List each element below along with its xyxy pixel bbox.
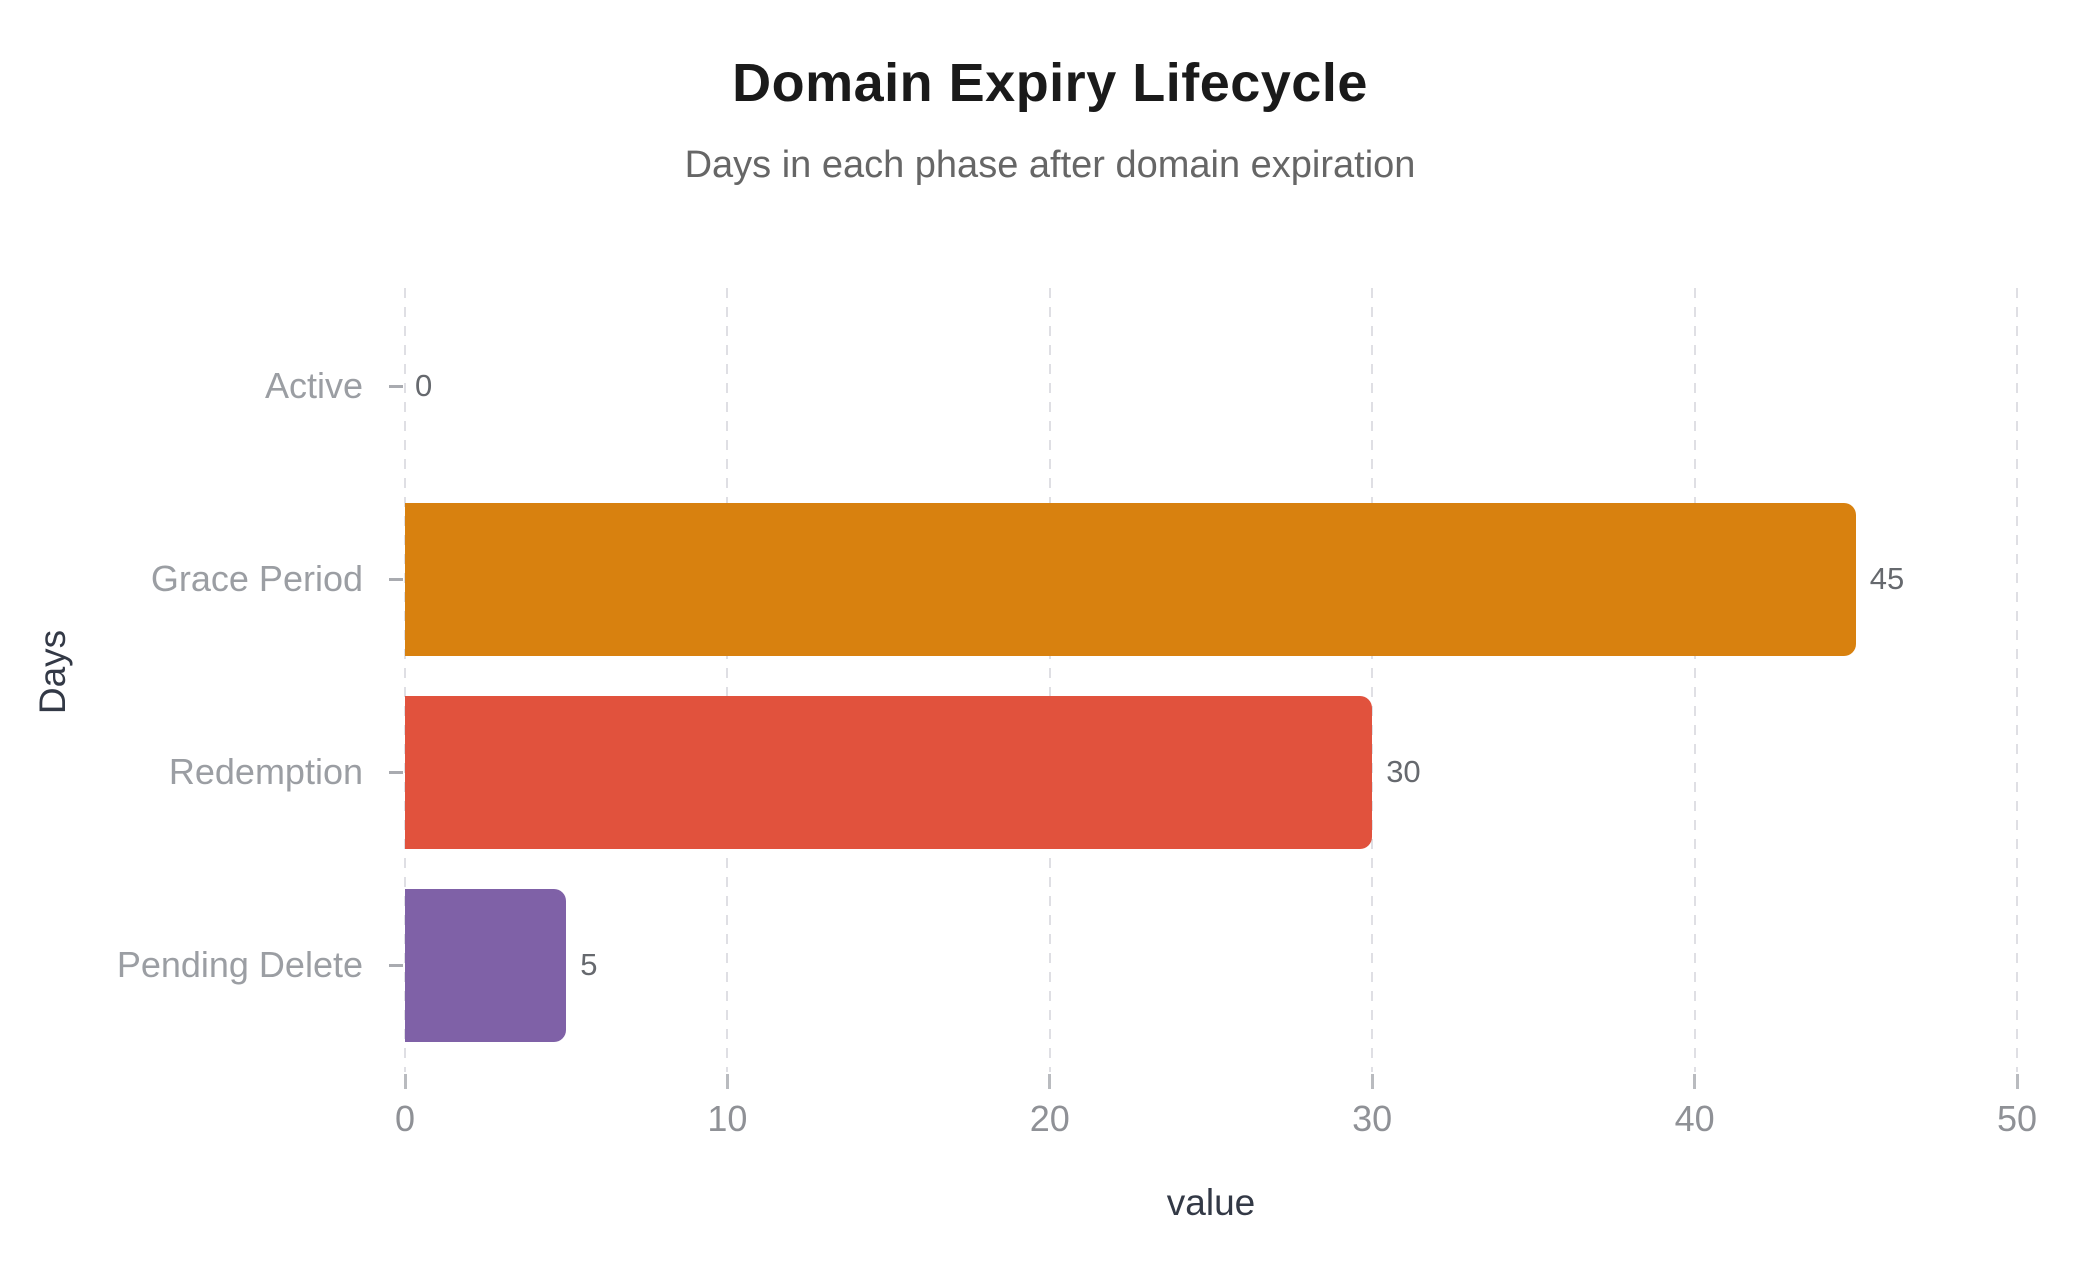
gridline-x-30 <box>1371 288 1374 1072</box>
x-axis: 0 10 20 30 40 50 <box>395 1072 2037 1192</box>
gridline-x-0 <box>404 288 406 1072</box>
chart-title: Domain Expiry Lifecycle <box>732 53 1368 113</box>
bar-value-label-grace-period: 45 <box>1869 561 1905 596</box>
x-tick-mark-40 <box>1693 1074 1697 1089</box>
bar-value-label-redemption: 30 <box>1386 754 1421 789</box>
plot-area: 0 45 30 5 <box>404 288 2018 1072</box>
bar-redemption <box>405 695 1373 849</box>
x-tick-label-30: 30 <box>1352 1098 1393 1139</box>
x-tick-mark-50 <box>2015 1074 2019 1089</box>
x-tick-mark-30 <box>1370 1074 1374 1089</box>
y-tick-mark-pending-delete <box>389 963 403 967</box>
x-tick-mark-20 <box>1048 1074 1052 1089</box>
gridline-x-40 <box>1693 288 1696 1072</box>
x-tick-label-20: 20 <box>1029 1098 1070 1139</box>
bar-value-label-active: 0 <box>415 368 433 403</box>
y-tick-mark-active <box>389 384 403 388</box>
category-label-active: Active <box>264 365 363 406</box>
y-tick-mark-redemption <box>389 770 403 774</box>
y-axis-category-labels: Active Grace Period Redemption Pending Dele… <box>0 288 403 1072</box>
x-tick-label-10: 10 <box>707 1098 748 1139</box>
bar-grace-period <box>405 502 1856 656</box>
gridline-x-20 <box>1048 288 1051 1072</box>
chart-subtitle: Days in each phase after domain expirati… <box>684 144 1416 186</box>
gridline-x-10 <box>726 288 729 1072</box>
gridline-x-50 <box>2016 288 2018 1072</box>
category-label-redemption: Redemption <box>168 751 363 792</box>
x-tick-mark-10 <box>725 1074 729 1089</box>
category-label-pending-delete: Pending Delete <box>116 944 363 985</box>
x-tick-label-40: 40 <box>1674 1098 1715 1139</box>
y-tick-mark-grace-period <box>389 577 403 581</box>
category-label-grace-period: Grace Period <box>150 558 363 599</box>
bar-value-label-pending-delete: 5 <box>580 947 598 982</box>
x-tick-label-50: 50 <box>1996 1098 2038 1139</box>
x-axis-title: value <box>1166 1182 1256 1223</box>
bar-pending-delete <box>405 888 567 1042</box>
x-tick-mark-0 <box>403 1074 407 1089</box>
x-tick-label-0: 0 <box>394 1098 416 1139</box>
